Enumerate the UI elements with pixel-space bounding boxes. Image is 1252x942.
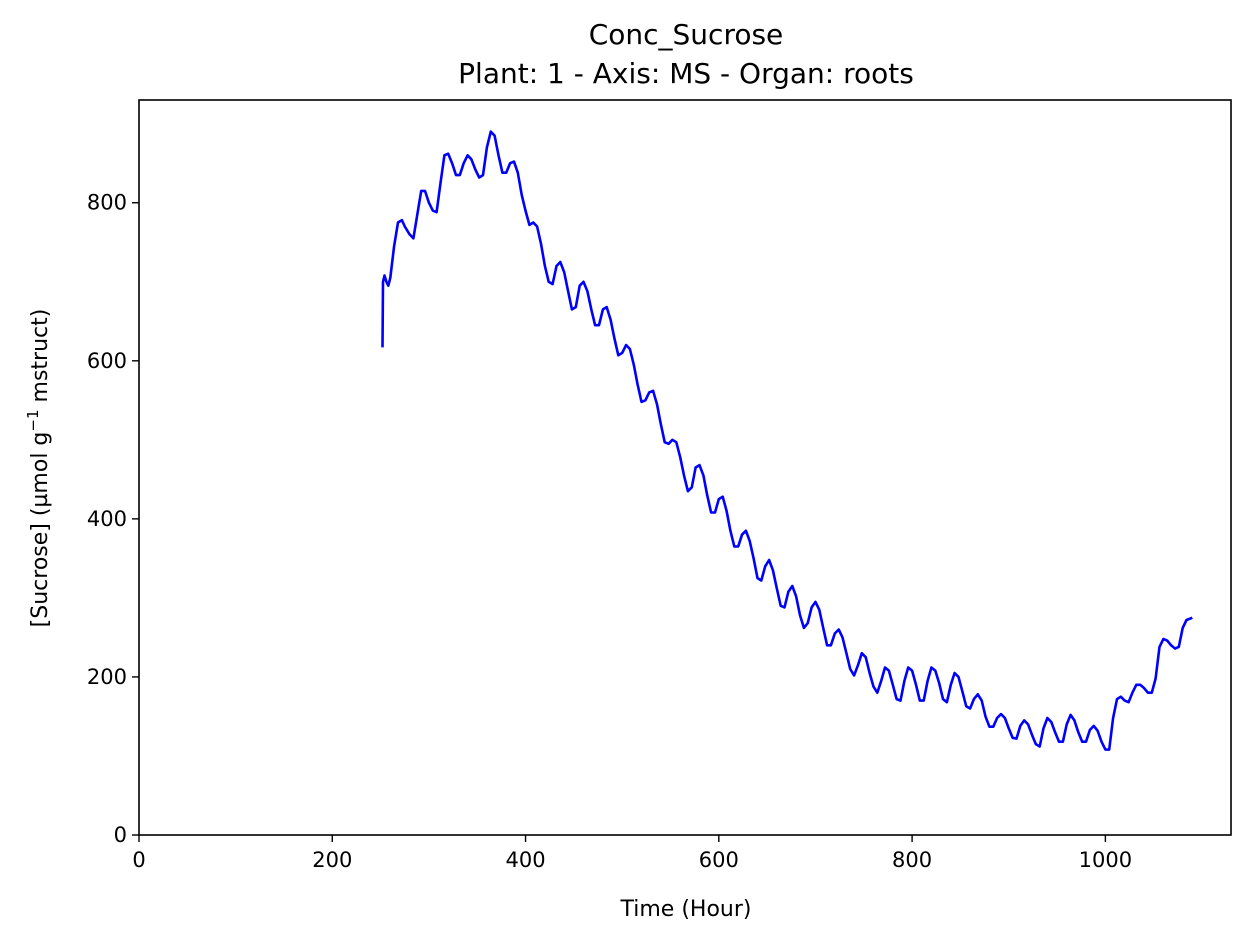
- series-layer: [381, 130, 1193, 751]
- y-tick-label: 400: [87, 507, 127, 531]
- chart-subtitle: Plant: 1 - Axis: MS - Organ: roots: [458, 57, 914, 90]
- series-line: [381, 130, 1193, 751]
- y-tick-label: 600: [87, 349, 127, 373]
- y-axis-ticks: 0 200 400 600 800: [87, 191, 139, 847]
- x-tick-label: 200: [312, 848, 352, 872]
- x-axis-ticks: 0 200 400 600 800 1000: [132, 835, 1132, 872]
- x-tick-label: 800: [892, 848, 932, 872]
- y-tick-label: 200: [87, 665, 127, 689]
- y-tick-label: 0: [114, 823, 127, 847]
- x-tick-label: 400: [506, 848, 546, 872]
- x-tick-label: 0: [132, 848, 145, 872]
- y-axis-label-sup: −1: [24, 409, 42, 431]
- y-tick-label: 800: [87, 191, 127, 215]
- x-tick-label: 1000: [1079, 848, 1132, 872]
- chart-title: Conc_Sucrose: [589, 18, 784, 51]
- y-axis-label-tail: mstruct): [28, 309, 53, 410]
- x-tick-label: 600: [699, 848, 739, 872]
- x-axis-label: Time (Hour): [620, 897, 752, 922]
- plot-frame: [138, 99, 1232, 836]
- y-axis-label: [Sucrose] (µmol g−1 mstruct): [24, 309, 53, 628]
- y-axis-label-main: [Sucrose] (µmol g: [28, 432, 53, 628]
